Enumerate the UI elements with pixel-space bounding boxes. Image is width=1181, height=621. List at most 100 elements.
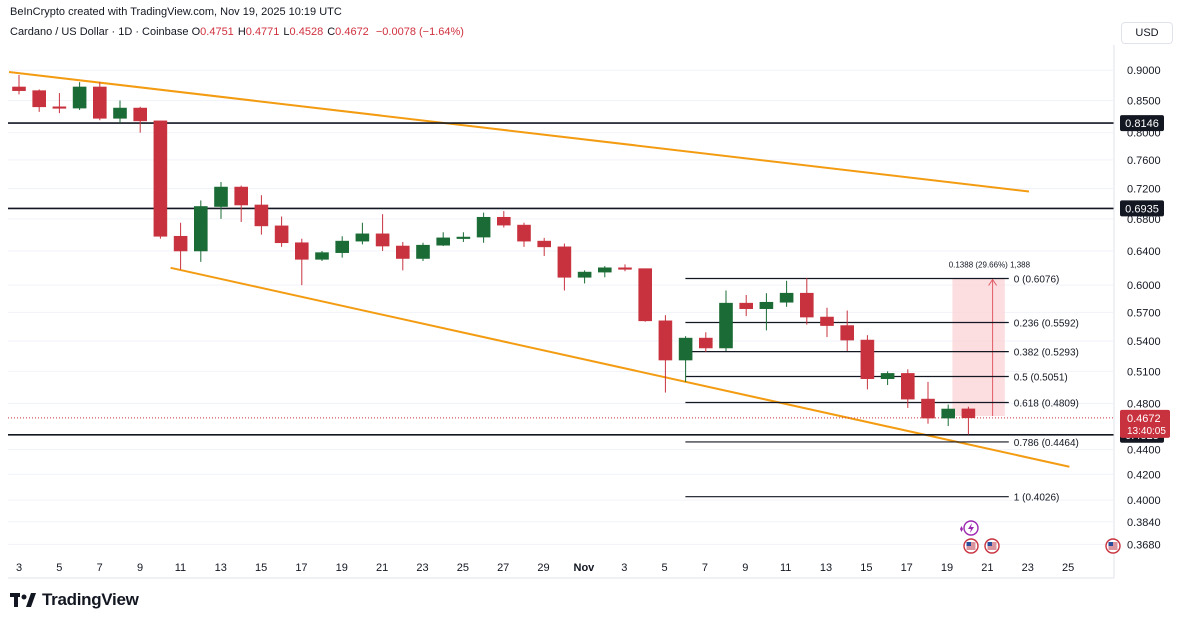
candle-down [52,106,67,109]
ohlc-key-h: H [237,26,246,38]
symbol-legend: Cardano / US Dollar · 1D · Coinbase O0.4… [10,26,468,38]
candle-down [375,233,390,247]
x-tick-label: 3 [16,562,22,574]
candle-up [355,233,370,242]
tradingview-logo-icon [10,593,36,607]
candle-up [597,267,612,273]
y-tick-label: 0.7200 [1127,184,1161,196]
candle-down [153,120,168,237]
y-tick-label: 0.3680 [1127,539,1161,551]
candle-up [436,237,451,246]
event-markers [960,520,1121,554]
measure-box [952,278,1005,417]
ohlc-value-h: 0.4771 [245,26,280,38]
candle-up [678,337,693,361]
y-tick-label: 0.4800 [1127,398,1161,410]
fib-level-label: 0 (0.6076) [1014,275,1060,286]
us-flag-canton [1108,542,1113,546]
y-tick-label: 0.5400 [1127,336,1161,348]
candle-up [315,252,329,260]
fib-level-label: 0.618 (0.4809) [1014,398,1079,409]
x-tick-label: 25 [457,562,469,574]
trendline [170,266,1070,468]
y-tick-label: 0.7600 [1127,155,1161,167]
measure-projection: 0.1388 (29.66%) 1,388 [949,261,1031,417]
candle-down [537,240,552,248]
candle-down [820,316,834,326]
candle-down [32,90,47,108]
x-tick-label: 7 [97,562,103,574]
y-tick-label: 0.4400 [1127,445,1161,457]
x-tick-label: 9 [137,562,143,574]
axes: 0.90000.85000.80000.76000.72000.68000.64… [8,45,1161,579]
y-tick-label: 0.9000 [1127,65,1161,77]
symbol-title[interactable]: Cardano / US Dollar · 1D · Coinbase [10,26,189,38]
candle-up [577,271,592,278]
candle-up [941,408,956,419]
fib-level-label: 0.382 (0.5293) [1014,348,1079,359]
y-tick-label: 0.5700 [1127,307,1161,319]
ohlc-key-o: O [191,26,201,38]
fib-level-label: 1 (0.4026) [1014,493,1060,504]
candle-down [860,339,875,379]
candle-up [416,244,430,259]
trendline [8,71,1030,193]
y-tick-label: 0.8500 [1127,96,1161,108]
x-tick-label: 7 [702,562,708,574]
candle-up [214,186,228,207]
candle-down [799,292,814,318]
level-price-label: 0.6935 [1125,203,1159,215]
x-tick-label: 23 [1022,562,1034,574]
x-tick-label: 17 [295,562,307,574]
ohlc-value-c: 0.4672 [335,26,369,38]
us-flag-canton [987,542,992,546]
candle-up [719,302,733,349]
level-price-label: 0.8146 [1125,118,1159,130]
candle-up [456,236,471,239]
x-tick-label: 15 [255,562,267,574]
x-tick-label: 13 [215,562,227,574]
currency-button[interactable]: USD [1121,22,1173,44]
x-tick-label: 11 [780,562,791,574]
candle-down [840,325,855,341]
x-tick-label: Nov [574,562,596,574]
fib-level-label: 0.5 (0.5051) [1014,372,1068,383]
candle-down [274,225,289,244]
candle-down [658,320,673,361]
x-tick-label: 23 [416,562,428,574]
ohlc-values: O0.4751 H0.4771 L0.4528 C0.4672 [192,26,373,38]
current-price-tag [1120,409,1170,438]
level-price-tag [1120,115,1164,132]
y-tick-label: 0.5100 [1127,366,1161,378]
candle-up [194,206,208,252]
grid [8,69,1113,545]
candle-down [234,186,248,206]
candle-down [133,107,147,122]
sparkle [960,526,963,532]
candle-down [557,246,572,278]
candle-down [638,268,653,322]
x-tick-label: 25 [1062,562,1074,574]
measure-label: 0.1388 (29.66%) 1,388 [949,261,1031,270]
ohlc-value-l: 0.4528 [289,26,324,38]
candle-down [294,242,309,260]
candle-up [779,292,794,303]
tradingview-logo[interactable]: TradingView [10,590,139,610]
x-tick-label: 19 [336,562,348,574]
candle-down [496,216,511,226]
candle-down [900,373,915,400]
level-price-tag [1120,200,1164,217]
candles [12,74,976,435]
x-tick-label: 19 [941,562,953,574]
x-tick-label: 29 [537,562,549,574]
candle-down [739,302,754,309]
ohlc-key-l: L [283,26,290,38]
x-tick-label: 27 [497,562,509,574]
us-flag-icon [984,538,1000,554]
x-tick-label: 9 [742,562,748,574]
candle-down [698,337,713,349]
fib-level-label: 0.236 (0.5592) [1014,319,1079,330]
countdown-label: 13:40:05 [1127,426,1166,437]
candle-down [618,267,632,270]
